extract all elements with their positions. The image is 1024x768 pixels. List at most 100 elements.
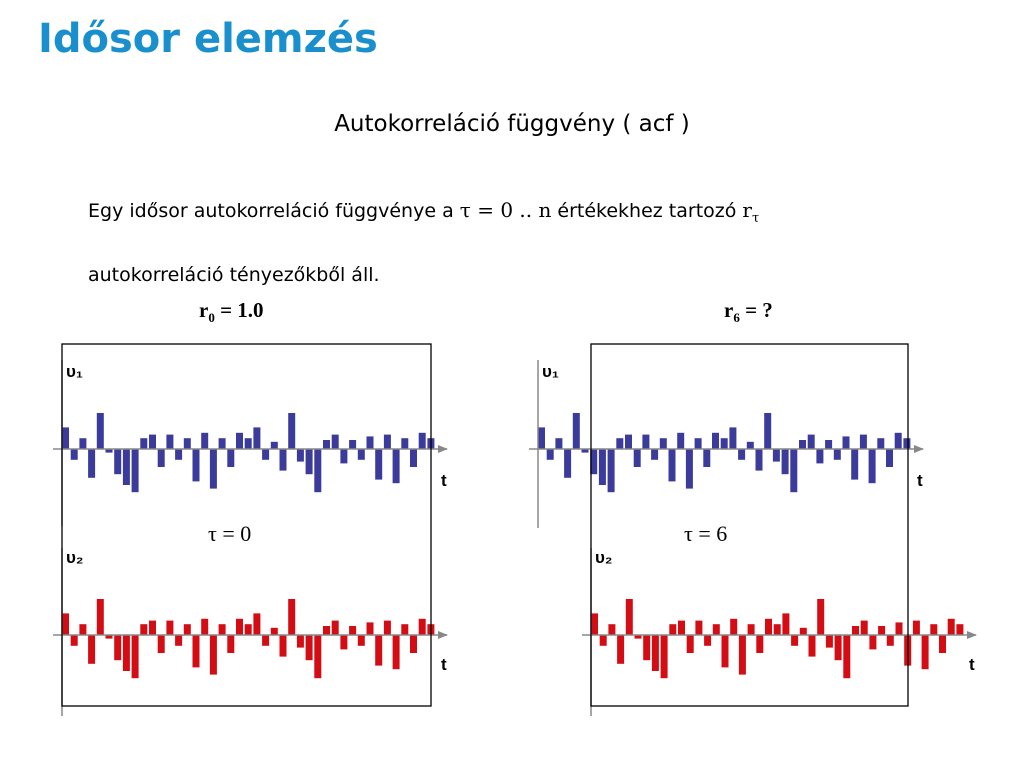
left-u2-bar-2 [79,624,87,635]
right-u2-bar-19 [756,635,764,653]
right-u1-bar-21 [720,438,728,449]
right-u1-bar-28 [781,449,789,475]
right-u2-bar-20 [765,618,772,635]
left-u1-bar-29 [314,449,322,493]
para-text-1: Egy idősor autokorreláció függvénye a [88,200,460,222]
left-u1-bar-1 [70,449,78,460]
right-u2-bar-25 [808,635,816,657]
left-u2-bar-30 [323,626,330,635]
left-u2-bar-27 [296,635,304,648]
slide-title: Idősor elemzés [38,16,378,62]
left-u2-bar-40 [410,635,417,653]
description-paragraph: Egy idősor autokorreláció függvénye a τ … [88,182,759,303]
right-u2-bar-37 [912,620,920,635]
right-u2-bar-23 [791,635,799,646]
right-u1-bar-3 [564,449,572,478]
left-u2-bar-10 [149,620,156,635]
right-u1-bar-18 [694,438,702,449]
left-u2-bar-12 [166,620,174,635]
left-u2-bar-13 [175,635,183,646]
tau-symbol: τ [459,198,471,222]
right-u2-bar-12 [695,620,703,635]
left-u1-bar-0 [62,427,69,449]
right-u1-bar-25 [755,449,763,471]
right-u2-bar-27 [825,635,833,648]
right-u2-bar-7 [651,635,659,671]
left-u2-bar-7 [122,635,130,671]
left-u2-bar-37 [383,620,391,635]
right-u2-bar-39 [930,624,938,635]
left-u1-bar-2 [79,438,87,449]
left-u2-bar-6 [114,635,122,661]
left-u1-axis-label: υ₁ [66,362,83,381]
left-u2-bar-19 [227,635,235,653]
right-u1-bar-8 [607,449,615,493]
left-u2-bar-32 [340,635,348,650]
right-u1-bar-5 [581,449,589,453]
right-u2-bar-40 [939,635,946,653]
right-u2-bar-28 [834,635,842,661]
r0-value: = 1.0 [214,298,264,322]
right-u1-bar-10 [625,434,632,449]
left-u1-bar-9 [140,438,148,449]
left-u2-bar-34 [357,635,365,646]
left-u1-bar-32 [340,449,348,464]
right-u1-bar-41 [894,432,902,449]
right-u1-bar-2 [555,438,563,449]
left-u1-bar-6 [114,449,122,475]
left-u1-t-label: t [441,471,447,490]
left-u1-bar-26 [288,413,296,449]
left-u1-bar-15 [192,449,200,482]
left-u1-bar-38 [392,449,400,484]
right-u1-bar-29 [790,449,798,493]
r6-label: r6 = ? [724,298,773,326]
right-u2-bar-16 [730,618,738,635]
left-u1-bar-37 [383,434,391,449]
right-u1-bar-20 [712,432,719,449]
right-u1-bar-1 [546,449,554,460]
right-u1-bar-27 [772,449,780,462]
right-u2-bar-13 [704,635,712,646]
left-u2-bar-35 [366,622,374,635]
right-u2-bar-38 [921,635,929,670]
right-u1-bar-42 [903,438,911,449]
left-u1-bar-16 [201,432,209,449]
right-u2-bar-9 [669,624,677,635]
left-u1-bar-31 [331,434,339,449]
right-u1-bar-36 [851,449,859,480]
right-u2-bar-42 [956,624,964,635]
left-u1-bar-34 [357,449,365,460]
left-u1-bar-19 [227,449,235,467]
right-u2-bar-31 [860,620,868,635]
right-u2-t-label: t [969,655,975,674]
left-u1-bar-18 [218,438,226,449]
left-u1-bar-14 [183,438,191,449]
left-u1-bar-13 [175,449,183,460]
left-u1-bar-10 [149,434,156,449]
right-u1-t-label: t [917,471,923,490]
right-u1-bar-0 [538,427,545,449]
left-u2-bar-21 [244,624,252,635]
right-u2-bar-24 [799,627,807,635]
right-u1-bar-22 [729,427,737,449]
left-u1-bar-11 [157,449,165,467]
r0-label: r0 = 1.0 [199,298,264,326]
left-panel-frame [61,343,432,707]
right-u2-bar-17 [738,635,746,675]
left-u2-bar-5 [105,635,113,639]
left-u1-bar-3 [88,449,96,478]
right-u2-bar-8 [660,635,668,679]
right-u2-bar-3 [617,635,625,664]
right-u1-bar-17 [685,449,693,489]
left-u1-bar-36 [375,449,383,480]
right-u2-bar-30 [852,626,859,635]
para-text-3: autokorreláció tényezőkből áll. [88,264,380,286]
left-u2-bar-4 [96,599,104,635]
left-u2-t-label: t [441,655,447,674]
tau-six-label: τ = 6 [684,521,728,546]
r-tau-subscript: τ [751,211,760,226]
right-u1-bar-24 [746,441,754,449]
left-u1-bar-28 [305,449,313,475]
left-u2-bar-41 [418,618,426,635]
left-u1-bar-33 [349,440,357,449]
